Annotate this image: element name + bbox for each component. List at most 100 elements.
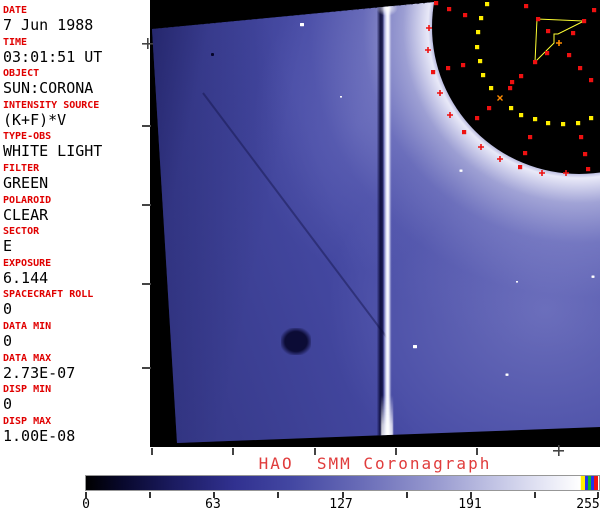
frame-tick-left (142, 204, 151, 206)
fiducial-plus-marker (563, 170, 569, 176)
frame-tick-plus-left (142, 38, 153, 49)
fiducial-dot (489, 86, 494, 91)
field-label: INTENSITY SOURCE (3, 99, 100, 111)
fiducial-dot (578, 66, 583, 71)
metadata-field: OBJECT SUN:CORONA (0, 67, 150, 99)
dark-speck (211, 53, 214, 56)
plot-title: HAO SMM Coronagraph (258, 454, 492, 473)
field-value: (K+F)*V (3, 110, 67, 129)
fiducial-dot (582, 19, 587, 24)
fiducial-dot (523, 151, 528, 156)
fiducial-dot (479, 16, 484, 21)
field-value: 6.144 (3, 268, 49, 287)
field-label: SECTOR (3, 226, 40, 238)
field-label: FILTER (3, 162, 40, 174)
star-point (300, 23, 304, 27)
colorbar-tick-label: 0 (82, 497, 90, 512)
field-value: 0 (3, 395, 13, 414)
fiducial-dot (528, 135, 533, 140)
fiducial-dot (475, 45, 480, 50)
fiducial-dot (518, 165, 523, 170)
field-label: POLAROID (3, 194, 52, 206)
field-value: GREEN (3, 173, 49, 192)
metadata-field: DATE 7 Jun 1988 (0, 4, 150, 36)
metadata-field: TYPE-OBS WHITE LIGHT (0, 130, 150, 162)
dust-blob-artifact (281, 328, 311, 355)
fiducial-plus-marker (497, 156, 503, 162)
fiducial-dot (536, 17, 541, 22)
fiducial-dot (478, 59, 483, 64)
metadata-field: DISP MIN 0 (0, 383, 150, 415)
fiducial-dot (434, 1, 439, 6)
field-label: DATA MIN (3, 320, 52, 332)
fiducial-dot (461, 63, 466, 68)
field-value: CLEAR (3, 205, 49, 224)
fiducial-dot (586, 167, 591, 172)
field-value: 0 (3, 300, 13, 319)
fiducial-dot (589, 78, 594, 83)
field-value: SUN:CORONA (3, 79, 94, 98)
metadata-field: DATA MAX 2.73E-07 (0, 352, 150, 384)
metadata-field: TIME 03:01:51 UT (0, 36, 150, 68)
colorbar-tick (342, 492, 344, 498)
star-point (516, 281, 518, 283)
metadata-field: INTENSITY SOURCE (K+F)*V (0, 99, 150, 131)
field-label: TYPE-OBS (3, 131, 52, 143)
fiducial-plus-marker (447, 112, 453, 118)
field-label: DISP MAX (3, 415, 52, 427)
fiducial-dot (533, 117, 538, 122)
field-label: SPACECRAFT ROLL (3, 289, 94, 301)
fiducial-dot (571, 31, 576, 36)
fiducial-dot (519, 74, 524, 79)
field-label: TIME (3, 36, 28, 48)
metadata-field: DATA MIN 0 (0, 320, 150, 352)
frame-tick-bottom (395, 448, 397, 455)
metadata-field: SECTOR E (0, 225, 150, 257)
colorbar-tick-label: 63 (205, 497, 221, 512)
fiducial-dot (481, 73, 486, 78)
colorbar-tick (406, 492, 408, 498)
star-point (413, 345, 417, 349)
field-label: DISP MIN (3, 384, 52, 396)
colorbar-tick-label: 191 (458, 497, 482, 512)
colorbar-tick (534, 492, 536, 498)
fiducial-dot (485, 2, 490, 7)
star-point (505, 373, 509, 376)
fiducial-dot (476, 30, 481, 35)
fiducial-dot (546, 121, 551, 126)
field-value: WHITE LIGHT (3, 142, 103, 161)
field-label: DATE (3, 5, 28, 16)
fiducial-dot (592, 8, 597, 13)
field-label: DATA MAX (3, 352, 52, 364)
colorbar-tick-label: 255 (576, 497, 600, 512)
fiducial-dot (487, 106, 492, 111)
fiducial-dot (510, 80, 515, 85)
metadata-field: DISP MAX 1.00E-08 (0, 415, 150, 447)
star-point (459, 169, 463, 172)
fiducial-dot (546, 29, 551, 34)
fiducial-dot (446, 66, 451, 71)
fiducial-dot (589, 116, 594, 121)
fiducial-dot (579, 135, 584, 140)
frame-tick-bottom (476, 448, 478, 455)
fiducial-dot (567, 53, 572, 58)
colorbar-tick (597, 492, 599, 498)
annotation-overlay (211, 0, 600, 376)
field-label: OBJECT (3, 68, 40, 80)
fiducial-dot (545, 51, 550, 56)
field-value: 0 (3, 331, 13, 350)
fiducial-dot (576, 121, 581, 126)
fiducial-dot (561, 122, 566, 127)
metadata-field: FILTER GREEN (0, 162, 150, 194)
star-point (591, 275, 595, 278)
field-value: E (3, 237, 13, 256)
colorbar-gradient (85, 475, 600, 491)
field-value: 2.73E-07 (3, 363, 76, 382)
metadata-field: SPACECRAFT ROLL 0 (0, 288, 150, 320)
colorbar-tick-label: 127 (329, 497, 353, 512)
fiducial-plus-marker (539, 170, 545, 176)
field-value: 03:01:51 UT (3, 47, 103, 66)
fiducial-plus-marker (437, 90, 443, 96)
fiducial-dot (509, 106, 514, 111)
colorbar-tick (277, 492, 279, 498)
